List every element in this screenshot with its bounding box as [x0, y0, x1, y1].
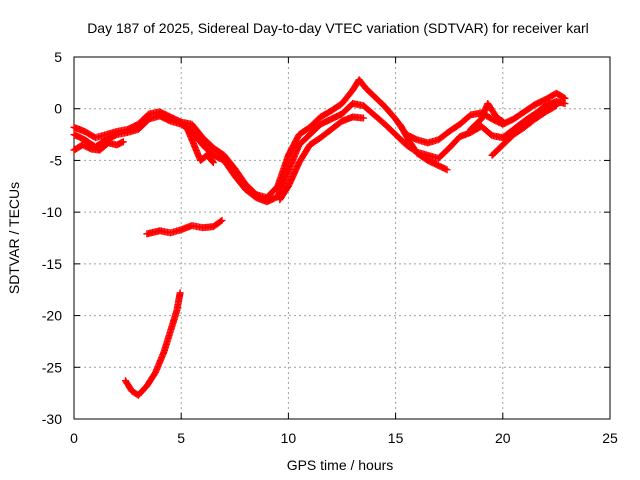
- data-marks: [70, 76, 569, 399]
- data-point: [359, 114, 367, 122]
- y-tick-label: -15: [42, 256, 62, 272]
- series-arc-late-upper: [467, 100, 509, 133]
- data-point: [501, 119, 509, 127]
- series-arc-low-1: [70, 138, 127, 154]
- chart-title: Day 187 of 2025, Sidereal Day-to-day VTE…: [87, 20, 589, 36]
- data-point: [218, 216, 226, 224]
- x-tick-label: 25: [602, 430, 618, 446]
- series-arc-dip: [184, 125, 217, 166]
- x-tick-label: 0: [70, 430, 78, 446]
- series-arc-minus-12: [143, 216, 226, 238]
- x-tick-label: 10: [281, 430, 297, 446]
- y-tick-label: -25: [42, 359, 62, 375]
- data-point: [217, 217, 225, 225]
- data-point: [119, 138, 127, 146]
- series-arc-minus-27: [121, 289, 184, 399]
- y-tick-label: -30: [42, 411, 62, 427]
- y-tick-label: -20: [42, 308, 62, 324]
- data-point: [176, 289, 184, 297]
- x-axis-label: GPS time / hours: [287, 457, 394, 473]
- y-tick-label: 0: [54, 101, 62, 117]
- data-point: [500, 118, 508, 126]
- data-point: [561, 100, 569, 108]
- plot-frame: [73, 56, 611, 420]
- x-tick-label: 20: [495, 430, 511, 446]
- x-tick-label: 5: [177, 430, 185, 446]
- data-point: [443, 166, 451, 174]
- y-tick-label: -5: [50, 152, 63, 168]
- series-arc-mid-right: [396, 120, 451, 174]
- axis-ticks: 0 5 10 15 20 25 5 0 -5 -10 -15 -20 -25 -30: [42, 49, 618, 446]
- data-point: [551, 102, 559, 110]
- series-arc-late: [488, 102, 560, 159]
- y-tick-label: 5: [54, 49, 62, 65]
- data-point: [208, 157, 216, 165]
- series-arc-main-2: [70, 97, 569, 206]
- y-tick-label: -10: [42, 204, 62, 220]
- series-arc-rise: [276, 113, 367, 204]
- data-point: [209, 158, 217, 166]
- x-tick-label: 15: [388, 430, 404, 446]
- data-point: [552, 102, 560, 110]
- y-axis-label: SDTVAR / TECUs: [6, 182, 22, 294]
